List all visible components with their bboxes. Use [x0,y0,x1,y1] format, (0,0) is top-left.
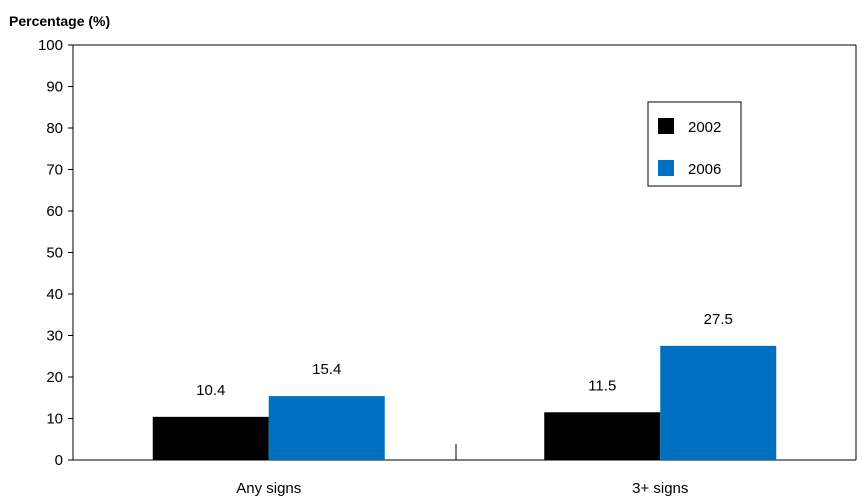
y-tick-label: 10 [46,411,63,428]
y-tick-label: 30 [46,328,63,345]
y-tick-label: 20 [46,369,63,386]
y-tick-label: 100 [38,37,63,54]
y-tick-label: 80 [46,120,63,137]
value-labels: 10.4 15.4 11.5 27.5 [196,311,733,399]
y-tick-label: 60 [46,203,63,220]
bar-value-label: 10.4 [196,382,225,399]
y-tick-label: 50 [46,245,63,262]
y-axis-ticks: 0 10 20 30 40 50 60 70 80 90 100 [38,37,73,469]
bars [152,345,777,460]
bar-value-label: 15.4 [312,361,341,378]
y-tick-label: 90 [46,79,63,96]
bar-value-label: 11.5 [588,377,616,394]
legend-swatch-2006 [658,160,674,176]
legend: 2002 2006 [647,101,742,187]
legend-swatch-2002 [658,118,674,134]
bar-2002-any-signs [152,416,269,460]
y-tick-label: 70 [46,162,63,179]
bar-2006-any-signs [268,396,385,460]
legend-label-2002: 2002 [688,119,721,136]
y-tick-label: 0 [55,452,63,469]
y-tick-label: 40 [46,286,63,303]
bar-2006-three-plus-signs [660,345,777,460]
x-tick-label: Any signs [236,480,301,497]
y-axis-label: Percentage (%) [9,13,110,29]
x-axis-ticks: Any signs 3+ signs [236,480,688,497]
bar-value-label: 27.5 [704,311,733,328]
bar-2002-three-plus-signs [544,412,661,460]
x-tick-label: 3+ signs [632,480,688,497]
legend-label-2006: 2006 [688,161,721,178]
